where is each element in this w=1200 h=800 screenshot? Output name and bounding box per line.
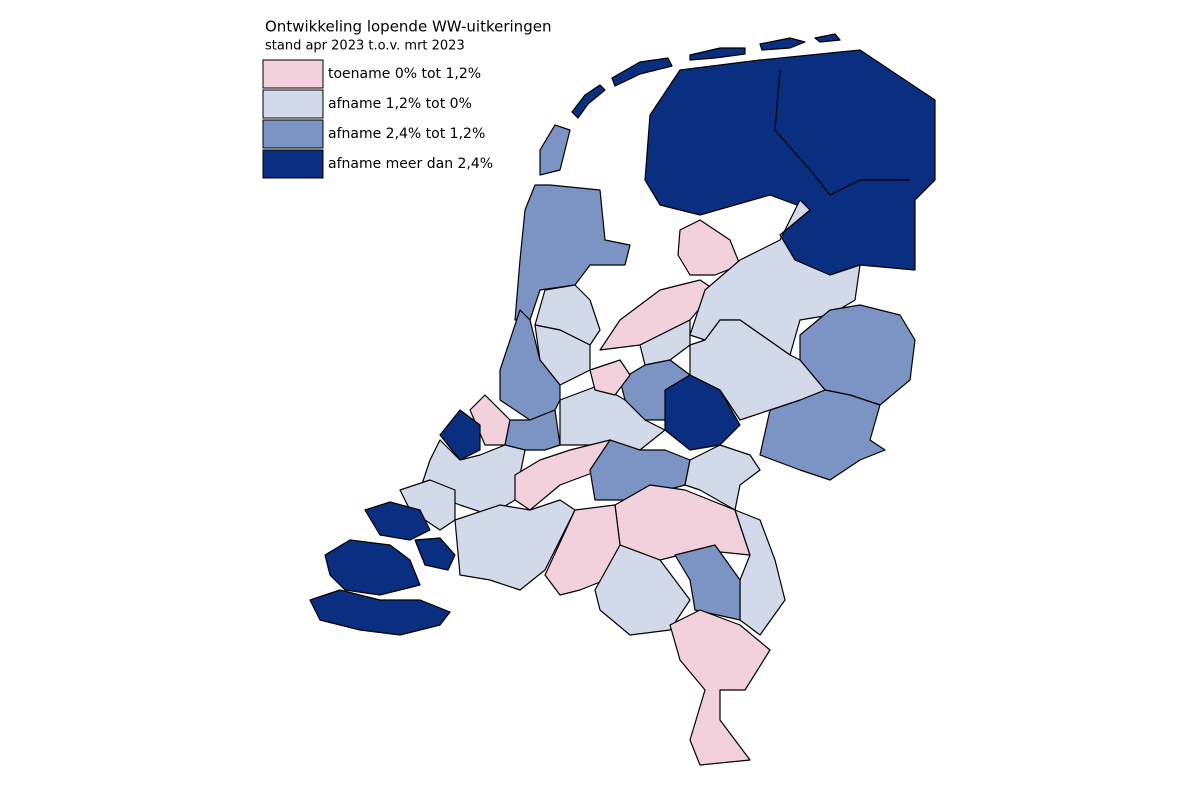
region <box>571 84 606 119</box>
region <box>514 184 631 321</box>
region <box>684 444 761 511</box>
legend-swatch <box>262 89 324 119</box>
region <box>814 33 841 43</box>
region <box>759 37 806 51</box>
legend-swatch <box>262 119 324 149</box>
region <box>544 504 621 596</box>
legend: toename 0% tot 1,2% afname 1,2% tot 0% afn… <box>262 59 493 179</box>
region <box>589 359 631 396</box>
region <box>664 374 741 451</box>
legend-swatch <box>262 59 324 89</box>
region <box>669 609 771 766</box>
region-border <box>774 69 910 196</box>
region <box>454 499 576 591</box>
region <box>539 124 571 176</box>
region <box>364 501 431 541</box>
region <box>499 309 561 421</box>
region <box>324 539 421 596</box>
region <box>611 57 673 87</box>
regions <box>309 33 936 766</box>
legend-label: afname 1,2% tot 0% <box>328 96 472 112</box>
region <box>689 47 746 61</box>
region <box>674 544 741 621</box>
region <box>594 544 691 636</box>
legend-label: afname meer dan 2,4% <box>328 156 493 172</box>
legend-swatch <box>262 149 324 179</box>
region <box>414 537 456 571</box>
region <box>677 219 741 276</box>
legend-label: afname 2,4% tot 1,2% <box>328 126 485 142</box>
map-title: Ontwikkeling lopende WW-uitkeringen <box>265 18 551 36</box>
region <box>734 509 786 636</box>
region <box>309 589 451 636</box>
map-subtitle: stand apr 2023 t.o.v. mrt 2023 <box>265 39 465 54</box>
legend-label: toename 0% tot 1,2% <box>328 66 481 82</box>
